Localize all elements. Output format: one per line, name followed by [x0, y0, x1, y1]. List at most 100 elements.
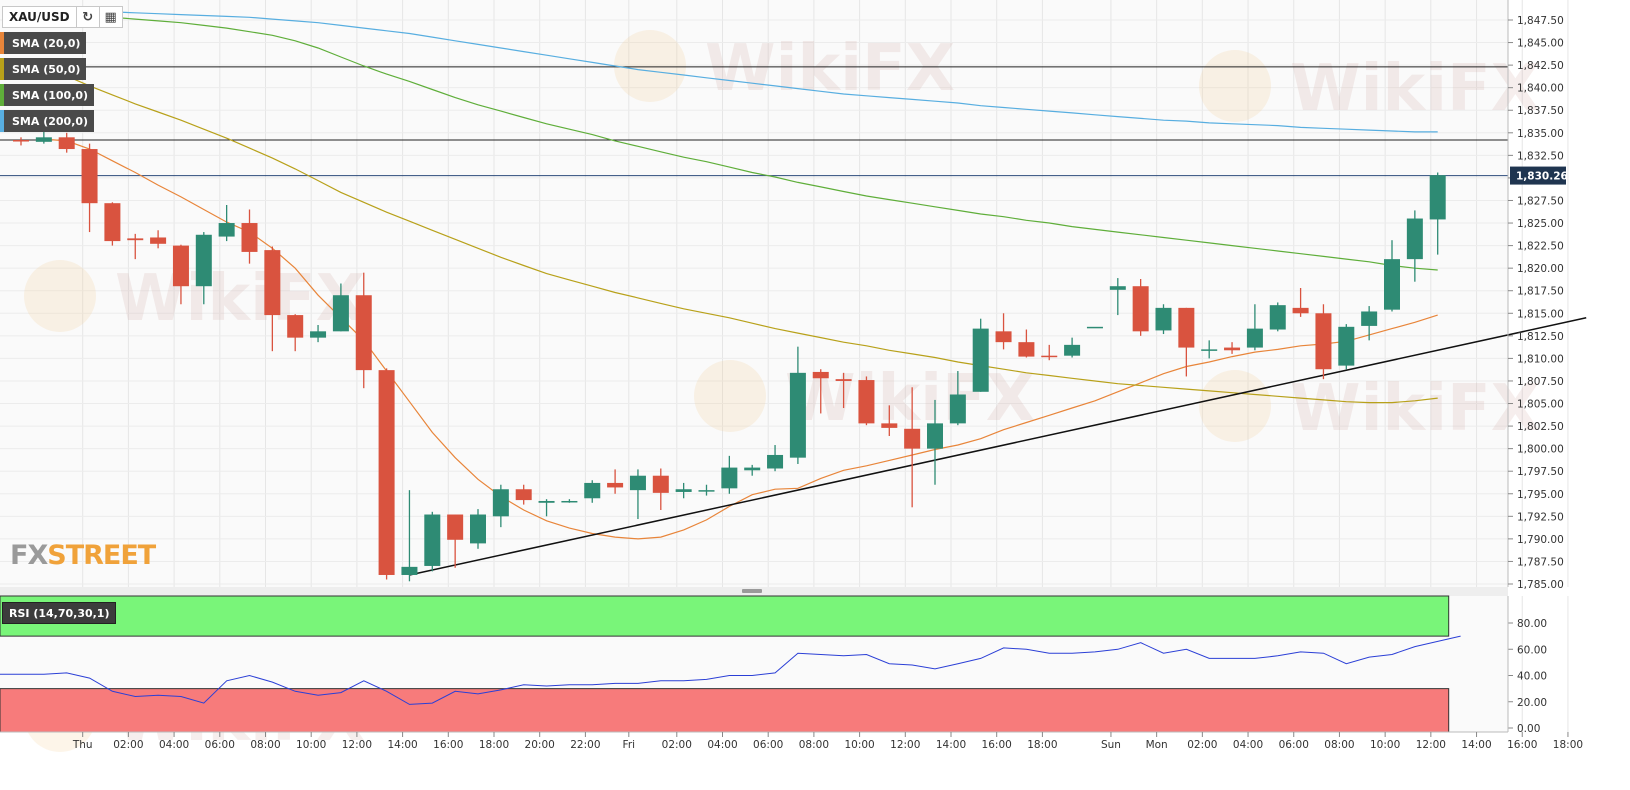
rsi-oversold-zone	[0, 688, 1450, 733]
watermark-logo	[24, 260, 96, 332]
x-tick-label: 16:00	[1507, 739, 1537, 751]
x-tick-label: 06:00	[205, 739, 235, 751]
watermark-text: WikiFX	[1290, 372, 1540, 446]
x-tick-label: 16:00	[982, 739, 1012, 751]
y-tick-label: 1,785.00	[1517, 579, 1564, 591]
candle-body	[332, 295, 349, 332]
candle-body	[995, 331, 1012, 343]
x-tick-label: 12:00	[890, 739, 920, 751]
legend-item-sma-50-0[interactable]: SMA (50,0)	[0, 58, 87, 80]
x-tick-label: 02:00	[113, 739, 143, 751]
candle-body	[492, 489, 509, 517]
candle-body	[1338, 326, 1355, 366]
pane-resize-handle	[742, 589, 762, 593]
candle-body	[698, 490, 715, 492]
candle-body	[287, 315, 304, 338]
x-tick-label: 08:00	[1324, 739, 1354, 751]
candle-body	[607, 482, 624, 488]
support-trendline	[409, 317, 1587, 576]
y-tick-label: 1,835.00	[1517, 128, 1564, 140]
candle-body	[1384, 259, 1400, 310]
y-tick-label: 1,815.00	[1517, 308, 1564, 320]
x-tick-label: 12:00	[1416, 739, 1446, 751]
rsi-label: RSI (14,70,30,1)	[9, 606, 110, 620]
candle-body	[1178, 307, 1195, 348]
current-price-label: 1,830.26	[1516, 171, 1568, 183]
candle-body	[835, 379, 852, 381]
candle-body	[1132, 286, 1149, 332]
x-tick-label: 18:00	[1027, 739, 1057, 751]
y-tick-label: 1,787.50	[1517, 556, 1564, 568]
candle-body	[1041, 355, 1058, 358]
x-tick-label: Thu	[72, 739, 93, 751]
y-tick-label: 1,805.00	[1517, 399, 1564, 411]
x-tick-label: 10:00	[1370, 739, 1400, 751]
candle-body	[881, 423, 898, 428]
candle-body	[721, 467, 738, 489]
x-tick-label: 12:00	[342, 739, 372, 751]
legend-item-sma-100-0[interactable]: SMA (100,0)	[0, 84, 95, 106]
x-tick-label: 16:00	[433, 739, 463, 751]
x-tick-label: 14:00	[1461, 739, 1491, 751]
candle-body	[447, 514, 464, 540]
refresh-icon[interactable]: ↻	[75, 7, 99, 27]
candle-body	[195, 234, 212, 287]
x-tick-label: 10:00	[844, 739, 874, 751]
x-tick-label: 02:00	[662, 739, 692, 751]
candle-body	[1155, 307, 1172, 331]
x-tick-label: 06:00	[753, 739, 783, 751]
x-tick-label: 04:00	[1233, 739, 1263, 751]
candles	[13, 130, 1446, 582]
candle-body	[1064, 344, 1081, 356]
candle-body	[1086, 326, 1103, 329]
candle-body	[150, 237, 167, 244]
calendar-icon[interactable]: ▦	[98, 7, 122, 27]
candle-body	[35, 137, 52, 142]
candle-body	[1201, 349, 1218, 351]
candle-body	[378, 370, 395, 575]
y-tick-label: 1,795.00	[1517, 489, 1564, 501]
candle-body	[355, 295, 372, 371]
rsi-label-box[interactable]: RSI (14,70,30,1)	[2, 602, 117, 624]
candle-body	[1361, 311, 1378, 326]
y-tick-label: 1,812.50	[1517, 331, 1564, 343]
y-tick-label: 1,822.50	[1517, 241, 1564, 253]
y-tick-label: 1,817.50	[1517, 286, 1564, 298]
legend-item-sma-20-0[interactable]: SMA (20,0)	[0, 32, 87, 54]
candle-body	[652, 475, 669, 493]
rsi-y-tick-label: 40.00	[1517, 671, 1547, 683]
watermark-text: WikiFX	[1290, 52, 1540, 126]
y-tick-label: 1,820.00	[1517, 263, 1564, 275]
watermark-logo	[694, 360, 766, 432]
candle-body	[972, 328, 989, 392]
y-tick-label: 1,832.50	[1517, 150, 1564, 162]
symbol-box[interactable]: XAU/USD ↻ ▦	[2, 6, 123, 28]
x-tick-label: 22:00	[570, 739, 600, 751]
candle-body	[264, 250, 281, 316]
y-tick-label: 1,810.00	[1517, 353, 1564, 365]
x-tick-label: Fri	[623, 739, 636, 751]
candle-body	[1246, 328, 1263, 348]
watermark-text: WikiFX	[705, 32, 955, 106]
y-tick-label: 1,807.50	[1517, 376, 1564, 388]
candle-body	[904, 428, 921, 449]
rsi-y-tick-label: 0.00	[1517, 723, 1540, 735]
candle-body	[241, 223, 258, 252]
candle-body	[812, 371, 829, 379]
x-tick-label: 06:00	[1279, 739, 1309, 751]
rsi-y-tick-label: 20.00	[1517, 697, 1547, 709]
candle-body	[218, 223, 235, 237]
candle-body	[1406, 218, 1423, 260]
logo-street: STREET	[47, 540, 156, 571]
candle-body	[1315, 313, 1332, 370]
candle-body	[561, 500, 578, 503]
candle-body	[58, 137, 75, 150]
candle-body	[127, 238, 144, 241]
candle-body	[1269, 305, 1286, 330]
x-tick-label: 18:00	[1553, 739, 1583, 751]
candle-body	[1292, 307, 1309, 314]
y-tick-label: 1,797.50	[1517, 466, 1564, 478]
candle-body	[13, 140, 29, 142]
legend-item-sma-200-0[interactable]: SMA (200,0)	[0, 110, 95, 132]
